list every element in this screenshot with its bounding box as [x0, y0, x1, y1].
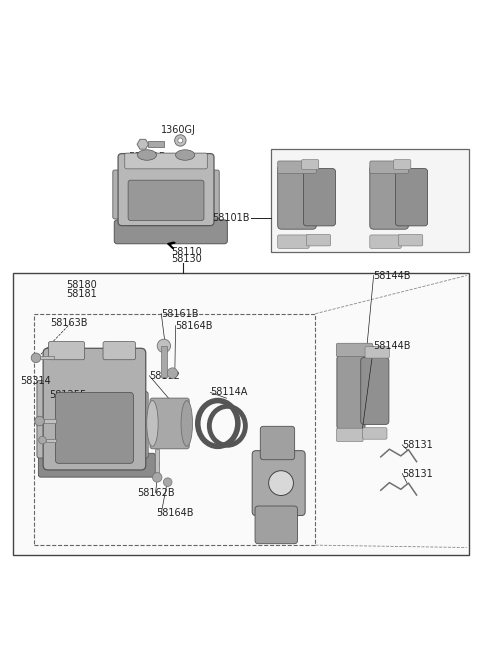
FancyBboxPatch shape — [337, 356, 365, 429]
FancyBboxPatch shape — [361, 358, 389, 424]
Text: 58181: 58181 — [66, 289, 96, 298]
Circle shape — [178, 138, 183, 143]
FancyBboxPatch shape — [370, 235, 401, 249]
Ellipse shape — [181, 401, 192, 446]
Bar — [34, 314, 315, 545]
Ellipse shape — [137, 150, 156, 160]
FancyBboxPatch shape — [132, 392, 148, 458]
Bar — [156, 449, 159, 472]
Text: 58112: 58112 — [149, 371, 180, 380]
FancyBboxPatch shape — [118, 154, 214, 226]
Bar — [13, 273, 469, 555]
FancyBboxPatch shape — [398, 234, 423, 246]
FancyBboxPatch shape — [125, 153, 207, 169]
Bar — [44, 419, 56, 423]
FancyBboxPatch shape — [278, 165, 316, 229]
FancyBboxPatch shape — [301, 159, 319, 169]
Circle shape — [175, 134, 186, 146]
Bar — [161, 346, 167, 377]
Text: 58101B: 58101B — [212, 213, 250, 223]
Text: 58131: 58131 — [402, 440, 433, 450]
FancyBboxPatch shape — [56, 392, 133, 463]
FancyBboxPatch shape — [37, 380, 56, 458]
Text: 58180: 58180 — [66, 280, 96, 290]
FancyBboxPatch shape — [370, 165, 408, 229]
FancyBboxPatch shape — [394, 159, 411, 169]
Circle shape — [31, 353, 41, 363]
Text: 58131: 58131 — [402, 468, 433, 479]
FancyBboxPatch shape — [48, 342, 84, 359]
FancyBboxPatch shape — [278, 235, 309, 249]
Circle shape — [38, 436, 46, 444]
Circle shape — [163, 478, 172, 487]
Text: 58162B: 58162B — [137, 487, 175, 498]
FancyBboxPatch shape — [303, 169, 336, 226]
Text: 58130: 58130 — [171, 254, 202, 264]
FancyBboxPatch shape — [113, 170, 129, 219]
Text: 58144B: 58144B — [373, 341, 411, 351]
FancyBboxPatch shape — [336, 343, 372, 357]
Circle shape — [157, 339, 170, 352]
Circle shape — [167, 368, 178, 379]
FancyBboxPatch shape — [43, 348, 146, 470]
Text: 1360GJ: 1360GJ — [161, 125, 196, 134]
FancyBboxPatch shape — [306, 234, 331, 246]
Bar — [40, 356, 54, 359]
FancyBboxPatch shape — [150, 398, 189, 449]
Ellipse shape — [176, 150, 195, 160]
FancyBboxPatch shape — [103, 342, 135, 359]
Circle shape — [35, 417, 44, 426]
Ellipse shape — [147, 401, 158, 446]
FancyBboxPatch shape — [363, 428, 387, 440]
Circle shape — [269, 471, 293, 495]
Text: 58110: 58110 — [171, 247, 202, 256]
Circle shape — [153, 472, 162, 482]
FancyBboxPatch shape — [260, 426, 295, 460]
Text: 58161B: 58161B — [161, 309, 199, 319]
FancyBboxPatch shape — [365, 346, 389, 358]
FancyBboxPatch shape — [252, 451, 305, 516]
Text: 58151B: 58151B — [128, 152, 166, 162]
FancyBboxPatch shape — [336, 428, 363, 441]
Polygon shape — [137, 139, 148, 149]
Text: 58125F: 58125F — [49, 390, 86, 400]
Text: 58144B: 58144B — [373, 270, 411, 281]
FancyBboxPatch shape — [114, 220, 228, 244]
FancyBboxPatch shape — [370, 161, 408, 173]
Bar — [148, 142, 164, 147]
FancyBboxPatch shape — [278, 161, 316, 173]
FancyBboxPatch shape — [38, 453, 156, 477]
FancyBboxPatch shape — [396, 169, 428, 226]
Text: 58114A: 58114A — [210, 388, 248, 398]
Bar — [46, 439, 56, 441]
Text: 58163B: 58163B — [50, 318, 88, 328]
Text: 58164B: 58164B — [156, 508, 194, 518]
FancyBboxPatch shape — [255, 506, 298, 544]
Text: 58164B: 58164B — [176, 321, 213, 331]
Text: 58314: 58314 — [21, 377, 51, 386]
FancyBboxPatch shape — [204, 170, 219, 219]
FancyBboxPatch shape — [128, 180, 204, 220]
Bar — [271, 149, 469, 252]
